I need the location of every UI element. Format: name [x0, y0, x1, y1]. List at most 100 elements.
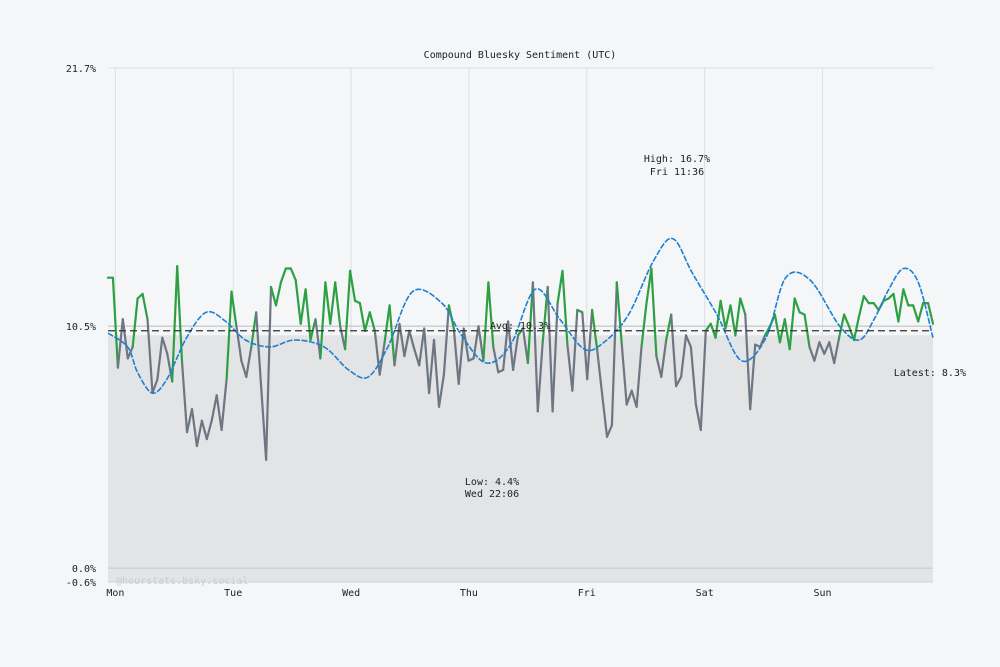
- y-tick-label: 10.5%: [66, 322, 96, 333]
- raw-segment: [255, 311, 263, 388]
- raw-segment: [699, 329, 707, 431]
- raw-segment: [783, 318, 791, 351]
- raw-segment: [511, 334, 520, 371]
- raw-segment: [581, 311, 589, 381]
- raw-segment: [926, 302, 935, 325]
- raw-segment: [492, 345, 500, 374]
- raw-segment: [650, 267, 658, 358]
- raw-segment: [141, 292, 149, 321]
- raw-segment: [274, 281, 282, 307]
- raw-segment: [502, 320, 510, 371]
- raw-segment: [734, 297, 742, 337]
- raw-segment: [358, 302, 366, 332]
- raw-segment: [220, 378, 228, 431]
- raw-segment: [521, 327, 530, 365]
- raw-segment: [625, 389, 633, 406]
- raw-segment: [403, 329, 411, 358]
- raw-segment: [215, 394, 223, 431]
- low-time-label: Wed 22:06: [465, 489, 519, 500]
- raw-segment: [363, 311, 371, 332]
- raw-segment: [289, 267, 297, 282]
- raw-segment: [368, 311, 376, 332]
- raw-segment: [111, 276, 120, 369]
- raw-segment: [828, 341, 836, 365]
- raw-segment: [309, 318, 317, 342]
- raw-segment: [773, 313, 782, 344]
- raw-segment: [349, 269, 357, 302]
- raw-segment: [324, 281, 332, 325]
- raw-segment: [225, 290, 233, 381]
- raw-segment: [437, 373, 445, 408]
- smoothed-series-line: [107, 237, 934, 394]
- raw-segment: [749, 343, 757, 411]
- watermark: @hourstats.bsky.social: [116, 576, 248, 587]
- raw-segment: [684, 334, 693, 348]
- x-tick-label: Fri: [578, 588, 596, 599]
- raw-segment: [670, 313, 678, 388]
- raw-segment: [131, 297, 139, 348]
- raw-segment: [586, 308, 594, 381]
- raw-segment: [719, 299, 727, 330]
- raw-segment: [546, 285, 554, 413]
- raw-segment: [917, 302, 925, 323]
- raw-segment: [862, 295, 870, 305]
- y-tick-label: 0.0%: [72, 564, 96, 575]
- raw-segment: [442, 304, 450, 376]
- raw-segment: [423, 327, 431, 395]
- raw-segment: [679, 334, 688, 378]
- raw-segment: [265, 285, 273, 461]
- raw-segment: [245, 345, 253, 378]
- high-label: High: 16.7%: [644, 154, 710, 165]
- raw-segment: [551, 302, 559, 413]
- raw-segment: [294, 279, 302, 325]
- raw-segment: [250, 311, 258, 348]
- raw-segment: [398, 322, 406, 358]
- raw-segment: [462, 327, 470, 362]
- x-tick-label: Wed: [342, 588, 360, 599]
- raw-segment: [640, 302, 648, 348]
- raw-segment: [566, 343, 574, 392]
- raw-segment: [615, 281, 623, 346]
- raw-segment: [408, 329, 416, 351]
- raw-segment: [181, 361, 189, 434]
- raw-segment: [872, 302, 880, 312]
- raw-segment: [818, 341, 826, 355]
- raw-segment: [452, 327, 460, 385]
- latest-label: Latest: 8.3%: [894, 368, 966, 379]
- raw-segment: [645, 267, 653, 305]
- raw-segment: [418, 327, 426, 367]
- raw-segment: [674, 375, 683, 388]
- raw-segment: [195, 419, 203, 448]
- raw-segment: [171, 265, 179, 383]
- raw-segment: [610, 281, 618, 427]
- raw-segment: [536, 341, 544, 413]
- raw-segment: [299, 288, 307, 325]
- raw-segment: [344, 269, 352, 351]
- raw-segment: [833, 336, 841, 365]
- raw-segment: [269, 285, 278, 307]
- raw-segment: [600, 391, 609, 438]
- x-tick-label: Thu: [460, 588, 478, 599]
- raw-segment: [793, 297, 801, 314]
- raw-segment: [314, 318, 322, 360]
- raw-segment: [329, 281, 337, 325]
- high-time-label: Fri 11:36: [650, 167, 704, 178]
- raw-segment: [230, 290, 238, 328]
- raw-segment: [477, 325, 485, 362]
- raw-segment: [279, 267, 287, 284]
- raw-segment: [413, 348, 421, 367]
- y-tick-label: -0.6%: [66, 578, 96, 589]
- average-label: Avg: 10.3%: [490, 321, 550, 332]
- raw-segment: [432, 338, 441, 408]
- raw-segment: [190, 408, 198, 448]
- x-tick-label: Mon: [106, 588, 124, 599]
- x-tick-label: Sat: [696, 588, 714, 599]
- chart-title: Compound Bluesky Sentiment (UTC): [424, 50, 617, 61]
- raw-segment: [304, 288, 312, 342]
- raw-segment: [739, 297, 747, 316]
- raw-segment: [383, 304, 391, 344]
- raw-segment: [240, 359, 248, 378]
- raw-segment: [116, 318, 124, 369]
- raw-segment: [892, 292, 900, 323]
